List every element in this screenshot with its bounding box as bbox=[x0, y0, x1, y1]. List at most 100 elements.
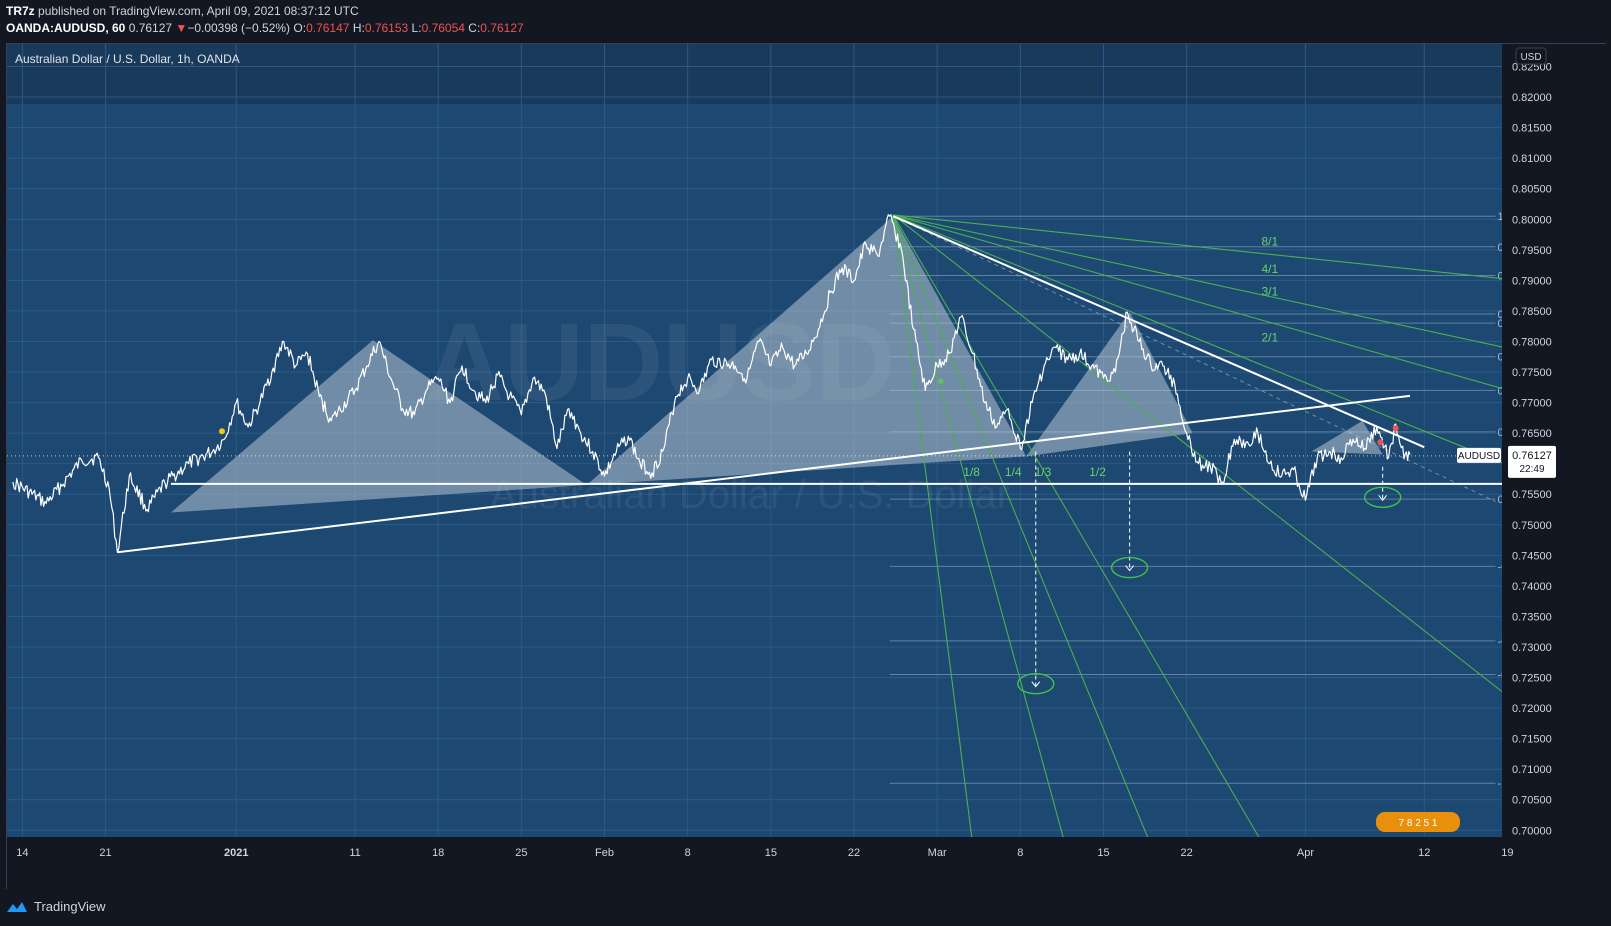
fib-level-label: 0.65 bbox=[1498, 309, 1519, 321]
fan-line-label: 1/8 bbox=[963, 465, 980, 479]
trend-line bbox=[117, 394, 1411, 554]
fan-guide-line bbox=[892, 215, 1496, 503]
symbol-tag-background bbox=[1457, 447, 1501, 463]
fib-level-label: 0.236 bbox=[1498, 427, 1526, 439]
fib-level-label: 0 bbox=[1498, 494, 1504, 506]
y-tick-label: 0.70500 bbox=[1512, 795, 1552, 807]
target-ellipse bbox=[1017, 673, 1055, 695]
change-value: −0.00398 (−0.52%) bbox=[187, 21, 291, 35]
y-tick-label: 0.71500 bbox=[1512, 734, 1552, 746]
y-tick-label: 0.77500 bbox=[1512, 367, 1552, 379]
high-label: H: bbox=[352, 21, 365, 35]
currency-badge bbox=[1515, 47, 1547, 65]
tradingview-logo-icon bbox=[7, 901, 27, 912]
currency-label: USD bbox=[1520, 52, 1541, 63]
y-tick-label: 0.76500 bbox=[1512, 428, 1552, 440]
y-tick-label: 0.75000 bbox=[1512, 520, 1552, 532]
published-text: published on TradingView.com, April 09, … bbox=[38, 4, 359, 18]
fan-line-label: 1/2 bbox=[1089, 465, 1106, 479]
x-tick-label: 8 bbox=[1017, 847, 1023, 859]
x-tick-label: 14 bbox=[16, 847, 28, 859]
fan-line bbox=[892, 214, 1260, 837]
y-tick-label: 0.73500 bbox=[1512, 611, 1552, 623]
trend-line bbox=[892, 215, 1425, 449]
fib-level-label: 0.786 bbox=[1498, 270, 1526, 282]
fan-line-label: 1/4 bbox=[1005, 465, 1022, 479]
y-tick-label: 0.77000 bbox=[1512, 398, 1552, 410]
last-price-value: 0.76127 bbox=[128, 21, 173, 35]
high-value: 0.76153 bbox=[364, 21, 409, 35]
fib-level-label: 0.887 bbox=[1498, 242, 1526, 254]
publish-info: TR7z published on TradingView.com, April… bbox=[6, 4, 359, 18]
y-tick-label: 0.82000 bbox=[1512, 92, 1552, 104]
symbol-label[interactable]: OANDA:AUDUSD, 60 bbox=[6, 21, 126, 35]
y-tick-label: 0.79000 bbox=[1512, 275, 1552, 287]
pattern-triangle bbox=[1311, 420, 1383, 455]
x-tick-label: 22 bbox=[1181, 847, 1193, 859]
open-value: 0.76147 bbox=[306, 21, 350, 35]
fib-level-label: -0.618 bbox=[1498, 669, 1529, 681]
fan-line bbox=[892, 214, 973, 837]
fan-line-label: 3/1 bbox=[1261, 285, 1278, 299]
plot-top-band bbox=[7, 44, 1502, 104]
x-tick-label: 25 bbox=[515, 847, 527, 859]
y-tick-label: 0.72500 bbox=[1512, 673, 1552, 685]
x-tick-label: Mar bbox=[928, 847, 947, 859]
y-tick-label: 0.80500 bbox=[1512, 184, 1552, 196]
x-tick-label: Apr bbox=[1297, 847, 1314, 859]
footer-brand[interactable]: TradingView bbox=[6, 899, 106, 914]
author-name[interactable]: TR7z bbox=[6, 4, 35, 18]
time-axis-background bbox=[7, 837, 1606, 889]
y-tick-label: 0.75500 bbox=[1512, 489, 1552, 501]
price-series-line bbox=[12, 214, 1411, 553]
target-arrow-head bbox=[1378, 495, 1388, 502]
x-tick-label: 19 bbox=[1501, 847, 1513, 859]
y-tick-label: 0.73000 bbox=[1512, 642, 1552, 654]
y-tick-label: 0.79500 bbox=[1512, 245, 1552, 257]
y-tick-label: 0.70000 bbox=[1512, 825, 1552, 837]
pattern-triangle bbox=[170, 340, 587, 513]
target-arrow-head bbox=[1031, 681, 1041, 688]
last-price-tag-value: 0.76127 bbox=[1512, 450, 1552, 462]
last-price-tag-background bbox=[1508, 445, 1556, 478]
x-tick-label: 15 bbox=[765, 847, 777, 859]
target-ellipse bbox=[1110, 556, 1149, 579]
x-tick-label: 18 bbox=[432, 847, 444, 859]
y-tick-label: 0.80000 bbox=[1512, 214, 1552, 226]
countdown-value: 22:49 bbox=[1519, 464, 1544, 475]
change-down-icon: ▼ bbox=[175, 21, 188, 35]
fan-line bbox=[892, 214, 1064, 837]
x-tick-label: 2021 bbox=[224, 847, 248, 859]
y-tick-label: 0.71000 bbox=[1512, 764, 1552, 776]
fan-line bbox=[893, 214, 1502, 348]
chart-title: Australian Dollar / U.S. Dollar, 1h, OAN… bbox=[15, 52, 240, 66]
events-badge-text: 7 8 2 5 1 bbox=[1399, 818, 1438, 829]
signal-marker bbox=[1377, 439, 1384, 446]
fan-line bbox=[893, 214, 1502, 280]
fan-line-label: 1/3 bbox=[1035, 465, 1052, 479]
fan-line-label: 8/1 bbox=[1261, 235, 1278, 249]
fan-line bbox=[892, 214, 1502, 464]
close-label: C: bbox=[468, 21, 481, 35]
signal-marker bbox=[937, 378, 944, 385]
ohlc-legend: OANDA:AUDUSD, 60 0.76127 ▼−0.00398 (−0.5… bbox=[6, 21, 524, 35]
fan-line bbox=[893, 214, 1502, 390]
y-tick-label: 0.81500 bbox=[1512, 123, 1552, 135]
x-tick-label: Feb bbox=[595, 847, 614, 859]
symbol-tag-label: AUDUSD bbox=[1458, 451, 1500, 462]
y-tick-label: 0.72000 bbox=[1512, 703, 1552, 715]
x-tick-label: 11 bbox=[349, 847, 360, 859]
fan-line bbox=[892, 214, 1502, 693]
y-tick-label: 0.74500 bbox=[1512, 550, 1552, 562]
y-tick-label: 0.78500 bbox=[1512, 306, 1552, 318]
x-tick-label: 15 bbox=[1097, 847, 1109, 859]
brand-name: TradingView bbox=[34, 899, 106, 914]
fib-level-label: -1 bbox=[1498, 778, 1508, 790]
target-arrow-head bbox=[1125, 565, 1135, 572]
x-tick-label: 22 bbox=[848, 847, 860, 859]
price-axis-background bbox=[1502, 44, 1606, 837]
x-tick-label: 12 bbox=[1418, 847, 1430, 859]
fan-line-label: 4/1 bbox=[1261, 262, 1278, 276]
